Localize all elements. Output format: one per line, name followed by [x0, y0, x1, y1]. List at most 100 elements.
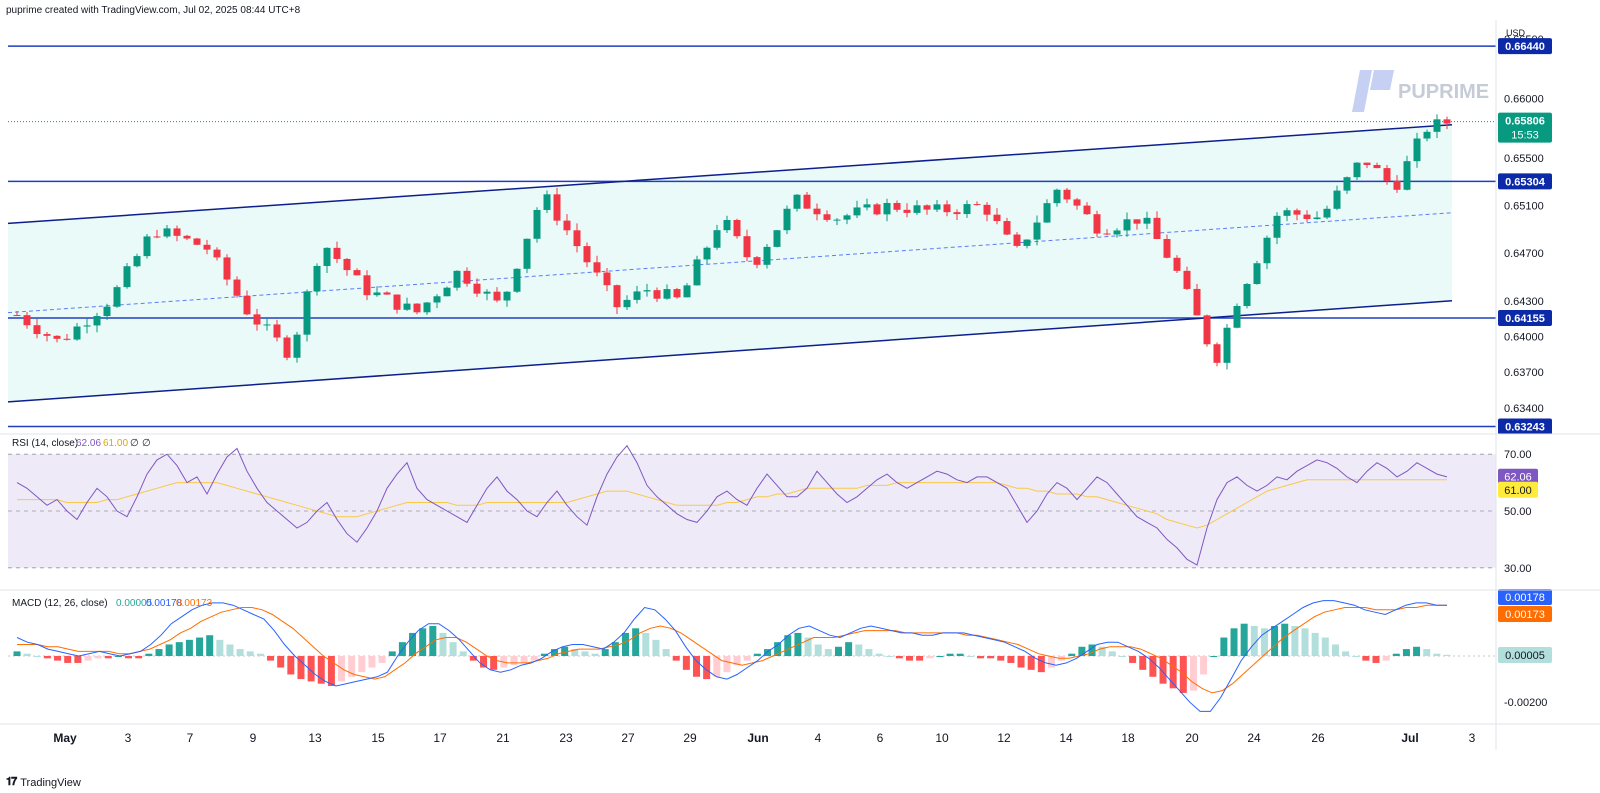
candle — [1103, 229, 1111, 236]
candle — [23, 312, 31, 329]
candle — [543, 190, 551, 213]
candle-body — [623, 299, 631, 308]
macd-histogram-bar — [1362, 656, 1370, 661]
channel-lower-line[interactable] — [7, 300, 1453, 403]
time-axis[interactable]: May 3 7 9 13 15 17 21 23 27 29 Jun 4 6 10 12 14 18 20 24 26 J… — [53, 731, 1475, 745]
candle — [673, 287, 681, 299]
candle-body — [1073, 199, 1081, 206]
candle — [323, 247, 331, 274]
time-tick-label: 3 — [125, 731, 132, 745]
candle — [93, 312, 101, 333]
candle-body — [903, 209, 911, 213]
candle-body — [243, 295, 251, 315]
candle — [1423, 129, 1431, 142]
macd-histogram-bar — [206, 635, 214, 656]
macd-histogram-bar — [693, 656, 701, 677]
channel-upper-line[interactable] — [7, 123, 1453, 225]
level-label-text: 0.64155 — [1505, 313, 1545, 325]
candle — [1293, 208, 1301, 221]
level-price-label[interactable]: 0.64155 — [1498, 310, 1552, 327]
macd-histogram-bar — [530, 656, 538, 661]
candle-body — [563, 220, 571, 231]
candle — [383, 291, 391, 295]
candle-body — [1113, 230, 1121, 235]
candle-body — [83, 325, 91, 327]
price-pane[interactable]: PUPRIME — [7, 20, 1496, 434]
candle — [573, 223, 581, 253]
macd-histogram-bar — [1027, 656, 1035, 670]
candle — [683, 283, 691, 298]
level-price-label[interactable]: 0.63243 — [1498, 418, 1552, 435]
candle — [1243, 282, 1251, 309]
candle — [1283, 207, 1291, 222]
candle — [1223, 323, 1231, 370]
macd-histogram-bar — [1007, 656, 1015, 663]
candle — [993, 208, 1001, 225]
macd-signal-line — [17, 604, 1447, 694]
macd-histogram-bar — [622, 632, 630, 656]
macd-histogram-bar — [561, 646, 569, 656]
candle-body — [1173, 257, 1181, 271]
level-label-bg — [1498, 418, 1552, 435]
candle — [503, 291, 511, 307]
candle-body — [183, 235, 191, 239]
macd-histogram-bar — [196, 637, 204, 656]
macd-legend[interactable]: MACD (12, 26, close) 0.000050.001780.0017… — [12, 598, 213, 609]
macd-histogram-bar — [1189, 656, 1197, 691]
candle — [1273, 212, 1281, 245]
candle — [53, 335, 61, 343]
candle-body — [613, 285, 621, 308]
macd-histogram-bar — [277, 656, 285, 668]
macd-line-badge-text: 0.00178 — [1505, 592, 1545, 604]
candle — [1433, 114, 1441, 139]
candle-body — [1443, 119, 1451, 124]
level-price-label[interactable]: 0.65304 — [1498, 173, 1552, 190]
macd-histogram-bar — [135, 656, 143, 659]
candle — [903, 203, 911, 218]
candle-body — [663, 289, 671, 299]
candle-body — [263, 324, 271, 326]
level-price-label[interactable]: 0.66440 — [1498, 38, 1552, 55]
candle-body — [213, 249, 221, 258]
candle — [363, 270, 371, 301]
price-axis[interactable]: USD0.665000.660000.655000.651000.647000.… — [1498, 28, 1552, 435]
candle-body — [473, 283, 481, 294]
candle — [133, 253, 141, 268]
macd-histogram-bar — [1068, 653, 1076, 656]
rsi-legend[interactable]: RSI (14, close)62.06 61.00 ∅ ∅ — [12, 438, 151, 449]
candle-body — [333, 247, 341, 259]
macd-histogram-bar — [348, 656, 356, 677]
candle-body — [1433, 119, 1441, 132]
rsi-line — [16, 444, 1448, 566]
macd-histogram-bar — [1352, 656, 1360, 657]
candle — [13, 311, 21, 317]
candle — [1443, 116, 1451, 130]
macd-histogram-bar — [611, 642, 619, 656]
macd-histogram-bar — [469, 656, 477, 661]
candle — [1263, 235, 1271, 270]
macd-histogram-bar — [905, 656, 913, 661]
time-tick-label: 20 — [1185, 731, 1199, 745]
candle-body — [73, 326, 81, 340]
macd-hist-value: 0.00005 — [116, 598, 153, 609]
macd-histogram-bar — [54, 656, 62, 661]
candle-body — [1123, 219, 1131, 231]
candle-body — [523, 238, 531, 269]
candle-body — [973, 204, 981, 206]
macd-histogram-bar — [236, 649, 244, 656]
candle-body — [23, 315, 31, 326]
macd-histogram-bar — [875, 653, 883, 656]
candle — [1353, 162, 1361, 181]
macd-histogram-bar — [916, 656, 924, 661]
macd-histogram-bar — [1078, 646, 1086, 656]
candle-body — [483, 291, 491, 294]
candle-body — [873, 204, 881, 215]
macd-signal-badge-text: 0.00173 — [1505, 609, 1545, 621]
candle-body — [993, 214, 1001, 222]
time-tick-label: 23 — [559, 731, 573, 745]
time-tick-label: 6 — [877, 731, 884, 745]
macd-histogram-bar — [763, 649, 771, 656]
